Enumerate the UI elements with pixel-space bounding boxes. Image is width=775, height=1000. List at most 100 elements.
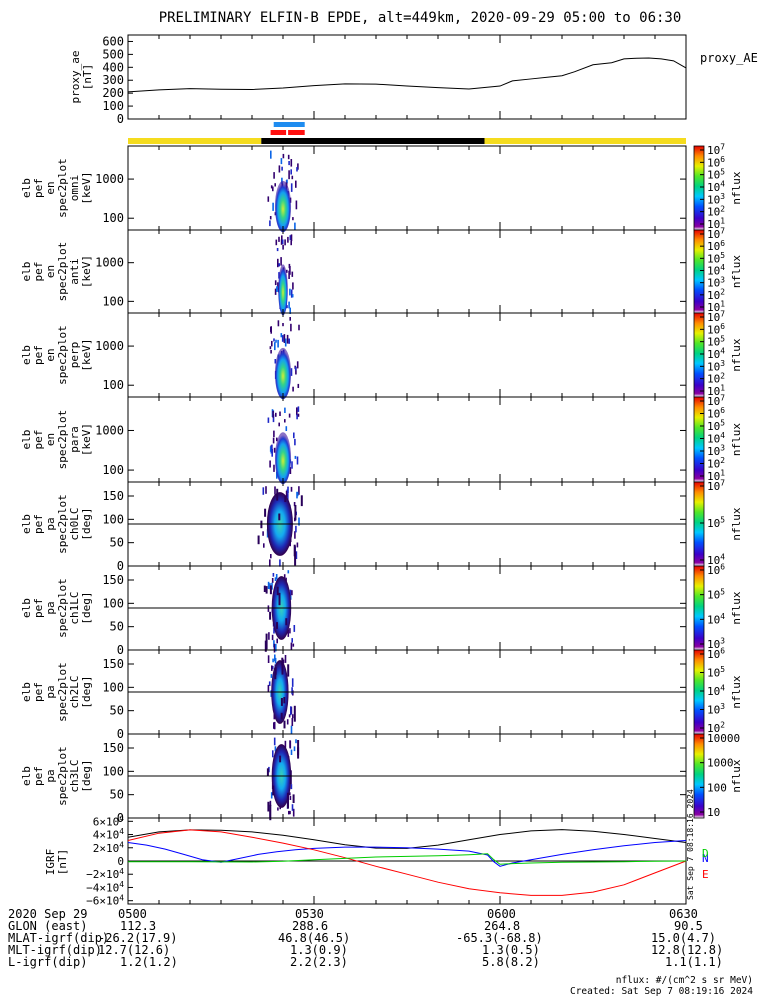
ylabel-text: omni — [68, 175, 81, 202]
ylabel-text: para — [68, 426, 81, 453]
data-speck — [267, 581, 270, 589]
y-tick-label: 1000 — [95, 172, 124, 186]
data-speck — [270, 326, 272, 334]
y-tick-label: 2×104 — [93, 840, 125, 854]
ylabel-text: spec2plot — [56, 746, 69, 806]
ylabel-text: pef — [32, 766, 45, 786]
data-speck — [280, 158, 283, 165]
y-tick-label: 100 — [102, 211, 124, 225]
data-speck — [275, 574, 278, 580]
data-speck — [293, 746, 296, 752]
ylabel-text: [deg] — [80, 591, 93, 624]
zone-bar-black — [261, 138, 485, 144]
data-speck — [273, 430, 275, 438]
y-tick-label: 1000 — [95, 423, 124, 437]
data-speck — [274, 667, 277, 675]
colorbar-tick-label: 103 — [707, 702, 725, 716]
tick-value: 1.3(0.5) — [482, 943, 540, 957]
data-speck — [290, 486, 293, 492]
data-speck — [274, 577, 277, 581]
data-speck — [284, 740, 287, 748]
tick-value: 5.8(8.2) — [482, 955, 540, 969]
plot-frame — [127, 145, 687, 231]
data-speck — [257, 535, 260, 545]
data-speck — [274, 280, 277, 286]
data-speck — [269, 220, 271, 227]
colorbar-tick-label: 104 — [707, 347, 725, 361]
data-speck — [273, 172, 275, 179]
ylabel-text: elb — [20, 514, 33, 534]
figure-title: PRELIMINARY ELFIN-B EPDE, alt=449km, 202… — [159, 10, 682, 26]
data-speck — [285, 577, 287, 582]
ylabel-text: proxy_ae — [69, 51, 82, 104]
ylabel-text: elb — [20, 598, 33, 618]
colorbar-tick-label: 102 — [707, 371, 725, 385]
colorbar-tick-label: 103 — [707, 359, 725, 373]
data-speck — [290, 749, 293, 755]
data-speck — [291, 804, 294, 811]
data-speck — [280, 333, 283, 338]
data-speck — [292, 808, 295, 817]
colorbar-tick-label: 105 — [707, 167, 725, 181]
colorbar-label: nflux — [730, 759, 743, 792]
data-speck — [298, 486, 300, 495]
data-speck — [296, 542, 299, 548]
tick-value: -65.3(-68.8) — [456, 931, 543, 945]
data-speck — [291, 175, 294, 180]
data-speck — [274, 486, 276, 495]
data-speck — [295, 200, 298, 210]
row-label: L-igrf(dip) — [8, 955, 88, 969]
colorbar — [693, 649, 705, 735]
colorbar-tick-label: 100 — [707, 781, 727, 794]
data-speck — [288, 714, 291, 718]
colorbar-tick-label: 103 — [707, 444, 725, 458]
data-speck — [280, 239, 283, 245]
created-footnote: Created: Sat Sep 7 08:19:16 2024 — [569, 986, 753, 997]
igrf-panel: 6×1044×1042×1040−2×104−4×104−6×104NEDIGR… — [44, 814, 709, 908]
data-speck — [273, 464, 275, 472]
data-speck — [262, 531, 264, 536]
data-speck — [278, 592, 281, 606]
data-speck — [278, 165, 281, 173]
colorbar — [693, 733, 705, 819]
tick-value: 264.8 — [484, 919, 521, 933]
data-speck — [296, 361, 299, 369]
data-speck — [273, 627, 275, 634]
data-speck — [291, 687, 293, 695]
data-speck — [276, 488, 279, 501]
tick-value: 46.8(46.5) — [278, 931, 351, 945]
data-speck — [284, 338, 287, 347]
tick-value: 15.0(4.7) — [651, 931, 717, 945]
y-tick-label: −2×104 — [86, 867, 124, 881]
data-speck — [291, 461, 293, 469]
colorbar — [693, 229, 705, 314]
data-speck — [276, 471, 278, 479]
data-speck — [275, 412, 277, 417]
colorbar-tick-label: 107 — [707, 227, 725, 241]
data-speck — [265, 486, 267, 494]
data-speck — [273, 643, 276, 653]
data-speck — [268, 632, 270, 640]
colorbar-tick-label: 102 — [707, 456, 725, 470]
colorbar-tick-label: 105 — [707, 419, 725, 433]
data-speck — [275, 643, 277, 652]
y-tick-label: 150 — [102, 573, 124, 587]
data-speck — [293, 544, 296, 557]
colorbar-tick-label: 107 — [707, 479, 725, 493]
ylabel-text: anti — [68, 258, 81, 285]
data-speck — [282, 323, 284, 327]
data-speck — [283, 697, 286, 704]
data-speck — [287, 570, 290, 574]
legend-N: N — [702, 852, 709, 865]
ylabel-text: en — [44, 433, 57, 446]
ylabel-text: [deg] — [80, 759, 93, 792]
data-speck — [286, 305, 288, 309]
data-speck — [288, 301, 290, 309]
series-N — [127, 840, 687, 867]
colorbar-tick-label: 102 — [707, 721, 725, 735]
proxy-ae-line — [127, 57, 687, 93]
data-speck — [273, 338, 275, 342]
data-speck — [272, 658, 274, 663]
